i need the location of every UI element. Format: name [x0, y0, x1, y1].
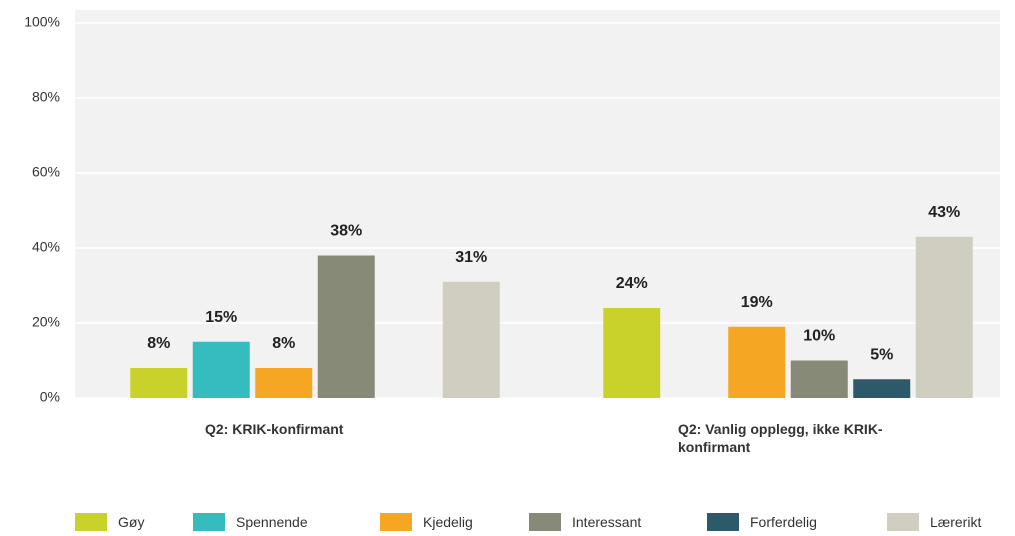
data-label: 38%	[330, 223, 362, 240]
y-tick-label: 0%	[40, 389, 60, 405]
legend-swatch	[75, 513, 107, 531]
plot-background	[75, 10, 1000, 398]
legend-swatch	[707, 513, 739, 531]
data-label: 43%	[928, 204, 960, 221]
bar	[790, 360, 848, 398]
legend-label: Interessant	[572, 514, 642, 530]
legend-item: Kjedelig	[380, 513, 473, 531]
data-label: 5%	[870, 346, 893, 363]
y-tick-label: 80%	[32, 89, 60, 105]
legend-item: Gøy	[75, 513, 144, 531]
bar	[130, 368, 188, 398]
bar	[442, 281, 500, 398]
legend-item: Lærerikt	[887, 513, 981, 531]
data-label: 31%	[455, 249, 487, 266]
x-tick-label: Q2: Vanlig opplegg, ikke KRIK-konfirmant	[678, 421, 883, 455]
data-label: 15%	[205, 309, 237, 326]
data-label: 8%	[272, 335, 295, 352]
y-tick-label: 100%	[24, 14, 60, 30]
legend-item: Interessant	[529, 513, 641, 531]
legend-swatch	[529, 513, 561, 531]
y-tick-label: 60%	[32, 164, 60, 180]
legend-label: Forferdelig	[750, 514, 817, 530]
legend-swatch	[887, 513, 919, 531]
legend-item: Spennende	[193, 513, 308, 531]
bar	[603, 308, 661, 398]
legend-swatch	[193, 513, 225, 531]
legend-label: Kjedelig	[423, 514, 473, 530]
bar	[728, 326, 786, 398]
bar	[853, 379, 911, 398]
legend-label: Lærerikt	[930, 514, 982, 530]
bar	[192, 341, 250, 398]
bar	[255, 368, 313, 398]
legend-label: Spennende	[236, 514, 308, 530]
data-label: 10%	[803, 328, 835, 345]
x-tick-label: Q2: KRIK-konfirmant	[205, 421, 344, 437]
y-tick-label: 20%	[32, 314, 60, 330]
data-label: 19%	[741, 294, 773, 311]
data-label: 24%	[616, 275, 648, 292]
legend-item: Forferdelig	[707, 513, 817, 531]
data-label: 8%	[147, 335, 170, 352]
bar	[317, 255, 375, 398]
y-tick-label: 40%	[32, 239, 60, 255]
legend-swatch	[380, 513, 412, 531]
bar	[915, 236, 973, 398]
legend-label: Gøy	[118, 514, 145, 530]
